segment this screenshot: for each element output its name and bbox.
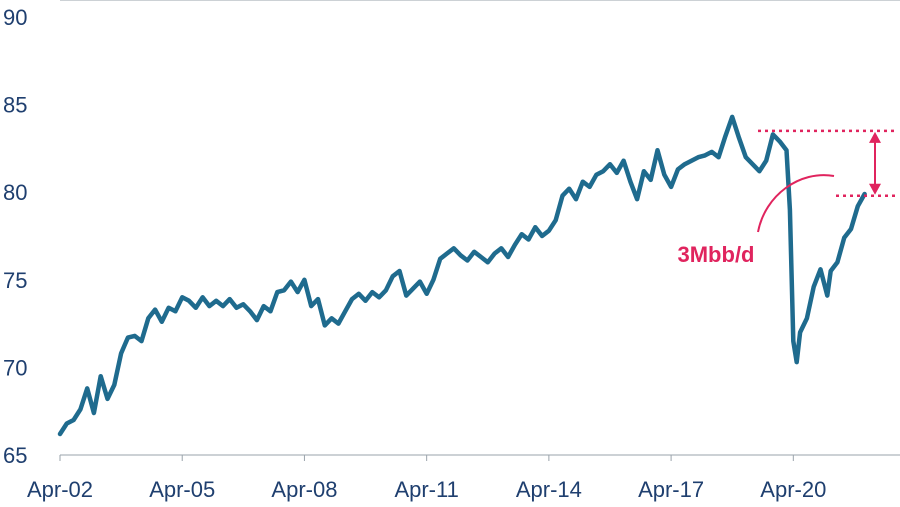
y-tick-label: 85 <box>3 93 27 118</box>
gap-annotation: 3Mbb/d <box>678 129 898 267</box>
annotation-arrowhead-up <box>869 131 881 143</box>
x-tick-label: Apr-14 <box>516 477 582 502</box>
y-tick-label: 70 <box>3 355 27 380</box>
y-tick-label: 75 <box>3 268 27 293</box>
x-tick-label: Apr-11 <box>394 477 458 502</box>
x-axis-ticks: Apr-02 Apr-05 Apr-08 Apr-11 Apr-14 Apr-17 Apr-… <box>27 455 826 502</box>
x-tick-label: Apr-05 <box>149 477 215 502</box>
annotation-arrowhead-down <box>869 183 881 195</box>
annotation-leader-curve <box>757 174 835 233</box>
y-tick-label: 90 <box>3 5 27 30</box>
series-line <box>57 114 867 437</box>
y-axis-ticks: 65 70 75 80 85 90 <box>3 5 27 468</box>
y-tick-label: 80 <box>3 180 27 205</box>
annotation-label: 3Mbb/d <box>678 242 755 267</box>
y-tick-label: 65 <box>3 443 27 468</box>
x-tick-label: Apr-02 <box>27 477 93 502</box>
x-tick-label: Apr-20 <box>760 477 826 502</box>
x-tick-label: Apr-17 <box>638 477 704 502</box>
x-tick-label: Apr-08 <box>271 477 337 502</box>
